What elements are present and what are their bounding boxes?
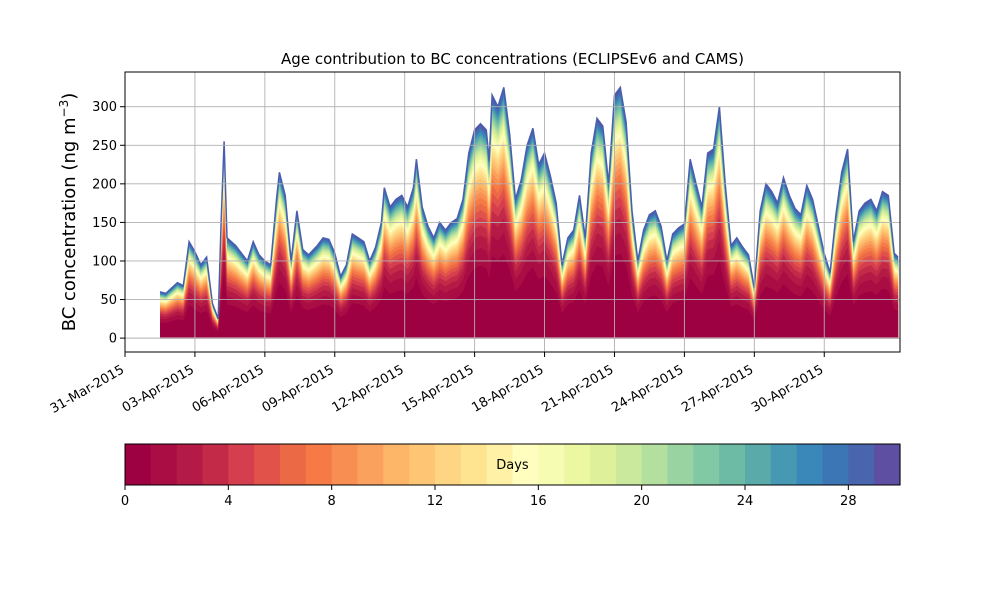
colorbar-swatch: [460, 444, 488, 485]
x-tick-label: 30-Apr-2015: [749, 362, 826, 415]
y-tick-label: 250: [92, 139, 117, 154]
y-tick-label: 300: [92, 100, 117, 115]
x-tick-label: 12-Apr-2015: [330, 362, 407, 415]
colorbar-tick-label: 20: [633, 494, 650, 509]
y-tick-label: 50: [100, 293, 117, 308]
y-axis-label-superscript: −3: [57, 100, 71, 118]
colorbar-swatch: [254, 444, 281, 485]
colorbar-swatch: [176, 444, 204, 485]
colorbar-swatch: [564, 444, 591, 485]
colorbar-swatch: [409, 444, 436, 485]
colorbar-swatch: [331, 444, 359, 485]
colorbar-swatch: [486, 444, 514, 485]
colorbar-swatch: [357, 444, 384, 485]
y-tick-label: 150: [92, 216, 117, 231]
colorbar-tick-label: 12: [427, 494, 444, 509]
colorbar-tick-label: 8: [328, 494, 336, 509]
colorbar-swatch: [667, 444, 694, 485]
colorbar-swatch: [280, 444, 307, 485]
colorbar-tick-label: 16: [530, 494, 547, 509]
colorbar: Days 0 4 8 12 16 20 24 28: [121, 443, 901, 509]
colorbar-swatch: [745, 444, 772, 485]
colorbar-swatch: [693, 444, 720, 485]
x-tick-label: 09-Apr-2015: [260, 362, 337, 415]
colorbar-frame: [124, 443, 901, 486]
colorbar-swatch: [770, 444, 798, 485]
colorbar-swatch: [719, 444, 746, 485]
x-tick-label: 03-Apr-2015: [120, 362, 197, 415]
y-tick-label: 100: [92, 254, 117, 269]
colorbar-swatch: [202, 444, 229, 485]
colorbar-swatch: [383, 444, 410, 485]
colorbar-swatch: [305, 444, 333, 485]
plot-area: [159, 85, 899, 339]
colorbar-swatch: [796, 444, 824, 485]
colorbar-swatch: [228, 444, 255, 485]
colorbar-tick-label: 28: [840, 494, 857, 509]
colorbar-swatch: [538, 444, 565, 485]
y-axis-label: BC concentration (ng m−3): [57, 93, 80, 332]
colorbar-label: Days: [496, 458, 529, 473]
age-layer-0: [160, 253, 899, 339]
plot-frame: [124, 71, 901, 353]
x-axis: 31-Mar-201503-Apr-201506-Apr-201509-Apr-…: [48, 352, 826, 417]
colorbar-swatch: [125, 444, 152, 485]
colorbar-tick-label: 0: [121, 494, 129, 509]
colorbar-swatch: [150, 444, 178, 485]
x-tick-label: 24-Apr-2015: [609, 362, 686, 415]
colorbar-tick-label: 4: [224, 494, 232, 509]
y-axis-label-close: ): [59, 93, 80, 100]
colorbar-swatch: [848, 444, 875, 485]
y-axis: 0 50 100 150 200 250 300: [92, 100, 125, 347]
grid: [124, 72, 900, 352]
y-tick-label: 200: [92, 177, 117, 192]
x-tick-label: 18-Apr-2015: [469, 362, 546, 415]
x-tick-label: 21-Apr-2015: [539, 362, 616, 415]
colorbar-swatch: [822, 444, 849, 485]
colorbar-swatch: [641, 444, 669, 485]
colorbar-swatch: [512, 444, 539, 485]
x-tick-label: 06-Apr-2015: [190, 362, 267, 415]
colorbar-swatch: [615, 444, 643, 485]
chart-title: Age contribution to BC concentrations (E…: [281, 50, 744, 68]
colorbar-swatch: [435, 444, 462, 485]
colorbar-swatch: [590, 444, 617, 485]
y-tick-label: 0: [109, 332, 117, 347]
y-axis-label-main: BC concentration (ng m: [59, 117, 80, 331]
colorbar-swatch: [874, 444, 901, 485]
x-tick-label: 27-Apr-2015: [679, 362, 756, 415]
colorbar-tick-label: 24: [737, 494, 754, 509]
x-tick-label: 15-Apr-2015: [400, 362, 477, 415]
x-tick-label: 31-Mar-2015: [48, 362, 127, 416]
